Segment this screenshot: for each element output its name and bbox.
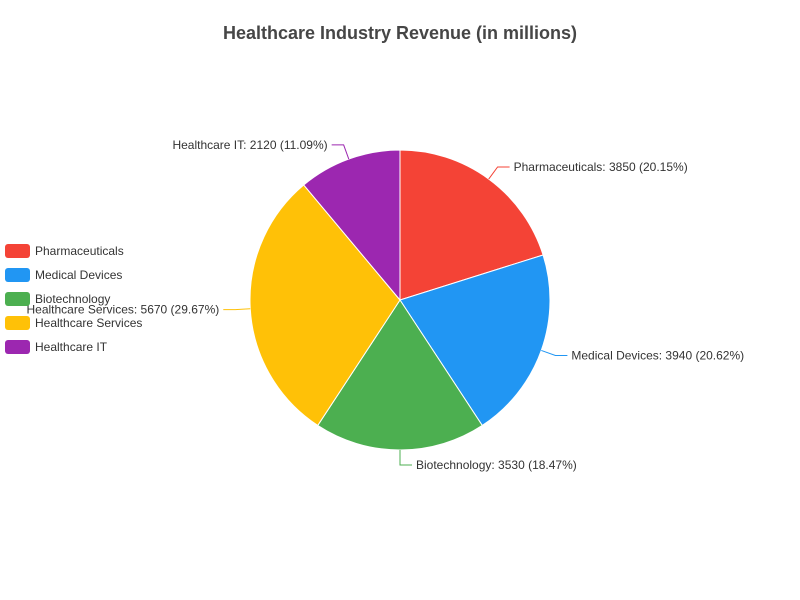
pie-slice-medical-devices[interactable] bbox=[399, 254, 551, 427]
leader-line-healthcare-it bbox=[331, 144, 350, 160]
slice-label-healthcare-services: Healthcare Services: 5670 (29.67%) bbox=[26, 303, 219, 317]
leader-line-healthcare-services bbox=[223, 308, 251, 311]
legend-swatch-pharmaceuticals[interactable] bbox=[5, 244, 30, 258]
legend-label-biotechnology[interactable]: Biotechnology bbox=[35, 292, 110, 306]
chart-title: Healthcare Industry Revenue (in millions… bbox=[223, 23, 577, 43]
legend-label-healthcare-it[interactable]: Healthcare IT bbox=[35, 340, 108, 354]
leader-line-biotechnology bbox=[399, 450, 412, 466]
leader-line-pharmaceuticals bbox=[488, 166, 510, 180]
pie-slice-healthcare-it[interactable] bbox=[303, 149, 401, 302]
slice-label-pharmaceuticals: Pharmaceuticals: 3850 (20.15%) bbox=[514, 160, 688, 174]
pie-slice-healthcare-services[interactable] bbox=[249, 184, 401, 427]
legend-label-pharmaceuticals[interactable]: Pharmaceuticals bbox=[35, 244, 124, 258]
leader-line-medical-devices bbox=[541, 349, 568, 356]
slice-labels: Pharmaceuticals: 3850 (20.15%) Medical De… bbox=[26, 138, 744, 472]
pie-slices bbox=[249, 149, 551, 451]
slice-label-healthcare-it: Healthcare IT: 2120 (11.09%) bbox=[172, 138, 327, 152]
slice-label-medical-devices: Medical Devices: 3940 (20.62%) bbox=[571, 348, 744, 362]
label-leader-lines bbox=[223, 144, 568, 466]
legend-swatch-biotechnology[interactable] bbox=[5, 292, 30, 306]
legend: Pharmaceuticals Medical Devices Biotechnol… bbox=[5, 244, 142, 354]
slice-label-biotechnology: Biotechnology: 3530 (18.47%) bbox=[416, 458, 577, 472]
legend-swatch-medical-devices[interactable] bbox=[5, 268, 30, 282]
legend-swatch-healthcare-services[interactable] bbox=[5, 316, 30, 330]
pie-slice-biotechnology[interactable] bbox=[317, 299, 483, 451]
legend-label-healthcare-services[interactable]: Healthcare Services bbox=[35, 316, 142, 330]
legend-label-medical-devices[interactable]: Medical Devices bbox=[35, 268, 122, 282]
legend-swatch-healthcare-it[interactable] bbox=[5, 340, 30, 354]
pie-slice-pharmaceuticals[interactable] bbox=[399, 149, 544, 301]
